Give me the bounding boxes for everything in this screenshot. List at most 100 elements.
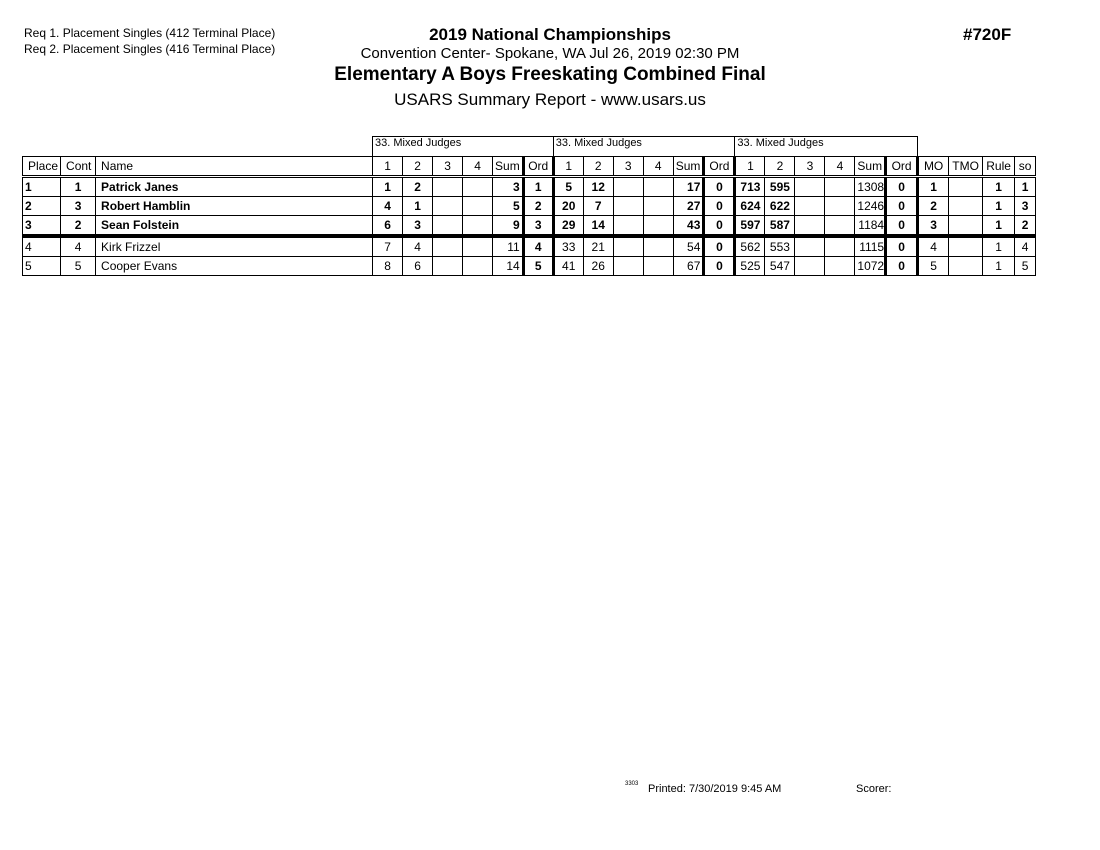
cell-ord: 2	[521, 196, 555, 216]
cell-1: 4	[372, 196, 404, 216]
judge-group-2: 33. Mixed Judges	[552, 136, 736, 157]
cell-ord: 0	[702, 196, 737, 216]
cell-mo: 4	[917, 235, 950, 257]
cell-name: Kirk Frizzel	[95, 235, 374, 257]
cell-sum: 1184	[854, 215, 887, 238]
cell-4	[824, 176, 856, 197]
cell-2: 6	[402, 256, 434, 276]
cell-sum: 9	[492, 215, 524, 238]
cell-name: Sean Folstein	[95, 215, 374, 238]
cell-2: 14	[582, 215, 614, 238]
column-header: 2	[582, 156, 614, 178]
cell-1: 713	[734, 176, 766, 197]
column-header: Rule	[982, 156, 1016, 178]
cell-place: 3	[21, 215, 62, 238]
cell-4	[824, 215, 856, 238]
table-row: 5 5 Cooper Evans 8 6 14 5 41 26 67 0 525 547 1072 0 5 1 5	[21, 256, 1037, 276]
column-header: 3	[794, 156, 826, 178]
cell-so: 2	[1014, 215, 1037, 238]
column-header: Ord	[521, 156, 555, 178]
cell-2: 12	[582, 176, 614, 197]
column-header: 3	[432, 156, 464, 178]
table-row: 1 1 Patrick Janes 1 2 3 1 5 12 17 0 713 595 1308 0 1 1 1	[21, 176, 1037, 197]
cell-place: 4	[21, 235, 62, 257]
cell-cont: 5	[60, 256, 97, 276]
cell-sum: 43	[672, 215, 705, 238]
column-header: 1	[552, 156, 584, 178]
judge-group-3: 33. Mixed Judges	[734, 136, 919, 157]
column-header: 2	[764, 156, 796, 178]
cell-cont: 2	[60, 215, 97, 238]
cell-3	[612, 215, 644, 238]
cell-ord: 4	[521, 235, 555, 257]
results-table: 33. Mixed Judges 33. Mixed Judges 33. Mixe…	[21, 136, 1037, 276]
cell-1: 624	[734, 196, 766, 216]
cell-sum: 1246	[854, 196, 887, 216]
cell-2: 2	[402, 176, 434, 197]
cell-name: Patrick Janes	[95, 176, 374, 197]
cell-rule: 1	[982, 256, 1016, 276]
venue-date: Convention Center- Spokane, WA Jul 26, 2…	[360, 45, 740, 62]
cell-ord: 0	[884, 196, 920, 216]
cell-3	[794, 196, 826, 216]
cell-cont: 4	[60, 235, 97, 257]
cell-rule: 1	[982, 176, 1016, 197]
cell-sum: 1115	[854, 235, 887, 257]
cell-3	[612, 196, 644, 216]
cell-mo: 2	[917, 196, 950, 216]
cell-2: 622	[764, 196, 796, 216]
cell-3	[794, 215, 826, 238]
column-header: Place	[21, 156, 62, 178]
cell-sum: 27	[672, 196, 705, 216]
cell-rule: 1	[982, 215, 1016, 238]
cell-so: 4	[1014, 235, 1037, 257]
cell-sum: 14	[492, 256, 524, 276]
cell-2: 3	[402, 215, 434, 238]
cell-rule: 1	[982, 235, 1016, 257]
cell-ord: 0	[884, 256, 920, 276]
cell-1: 597	[734, 215, 766, 238]
cell-4	[824, 256, 856, 276]
cell-3	[432, 235, 464, 257]
printed-date: Printed: 7/30/2019 9:45 AM	[648, 783, 782, 795]
cell-4	[462, 256, 494, 276]
cell-1: 562	[734, 235, 766, 257]
table-row: 2 3 Robert Hamblin 4 1 5 2 20 7 27 0 624 622 1246 0 2 1 3	[21, 196, 1037, 216]
column-header: 4	[642, 156, 674, 178]
cell-ord: 0	[702, 215, 737, 238]
cell-mo: 5	[917, 256, 950, 276]
cell-tmo	[948, 176, 984, 197]
cell-3	[794, 176, 826, 197]
cell-name: Cooper Evans	[95, 256, 374, 276]
column-header: 1	[372, 156, 404, 178]
cell-sum: 1308	[854, 176, 887, 197]
cell-2: 4	[402, 235, 434, 257]
column-header: 4	[462, 156, 494, 178]
column-header: 1	[734, 156, 766, 178]
column-header: Name	[95, 156, 374, 178]
judge-group-row: 33. Mixed Judges 33. Mixed Judges 33. Mixe…	[23, 136, 1036, 157]
cell-tmo	[948, 235, 984, 257]
cell-2: 553	[764, 235, 796, 257]
cell-4	[462, 176, 494, 197]
requirement-2: Req 2. Placement Singles (416 Terminal P…	[24, 42, 276, 56]
cell-2: 1	[402, 196, 434, 216]
competition-title: Elementary A Boys Freeskating Combined F…	[334, 64, 766, 85]
column-header: TMO	[948, 156, 984, 178]
cell-ord: 0	[702, 235, 737, 257]
cell-so: 1	[1014, 176, 1037, 197]
cell-cont: 1	[60, 176, 97, 197]
event-title: 2019 National Championships	[429, 25, 671, 44]
cell-3	[794, 235, 826, 257]
cell-1: 8	[372, 256, 404, 276]
cell-sum: 67	[672, 256, 705, 276]
cell-3	[794, 256, 826, 276]
cell-sum: 17	[672, 176, 705, 197]
cell-ord: 0	[884, 235, 920, 257]
cell-ord: 0	[702, 256, 737, 276]
cell-4	[824, 196, 856, 216]
cell-1: 6	[372, 215, 404, 238]
cell-mo: 1	[917, 176, 950, 197]
cell-ord: 0	[884, 176, 920, 197]
cell-4	[642, 176, 674, 197]
